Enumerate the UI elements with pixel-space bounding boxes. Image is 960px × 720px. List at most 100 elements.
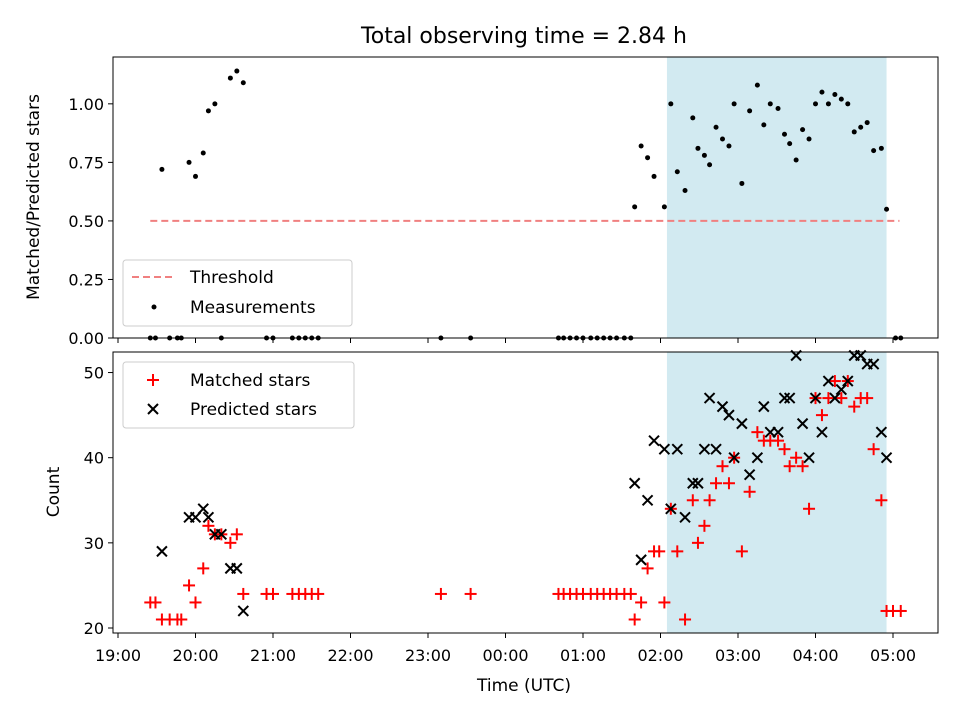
predicted-star-point xyxy=(772,426,784,438)
matched-star-point xyxy=(875,494,888,507)
matched-star-point xyxy=(671,545,684,558)
x-tick-label: 19:00 xyxy=(95,646,141,665)
matched-star-point xyxy=(710,477,723,490)
predicted-star-point xyxy=(679,511,691,524)
measurement-point xyxy=(754,82,760,88)
top-x-ticks xyxy=(117,338,894,343)
y-tick-label: 0.50 xyxy=(68,212,104,231)
matched-star-point xyxy=(464,587,477,600)
x-tick-label: 03:00 xyxy=(715,646,761,665)
bottom-panel: 19:00 20:00 21:00 22:00 23:00 00:00 01:00 02:00… xyxy=(44,349,939,696)
measurement-point xyxy=(682,187,688,193)
bottom-y-axis-label: Count xyxy=(44,466,64,517)
bottom-y-ticks: 20 30 40 50 xyxy=(84,364,113,638)
matched-star-point xyxy=(202,519,215,532)
matched-star-point xyxy=(175,613,188,626)
predicted-star-point xyxy=(215,528,228,541)
matched-star-point xyxy=(267,587,279,600)
predicted-star-point xyxy=(842,375,854,387)
measurement-point xyxy=(838,96,844,102)
predicted-star-point xyxy=(687,477,699,489)
measurement-point xyxy=(726,143,732,149)
x-tick-label: 22:00 xyxy=(327,646,373,665)
predicted-star-point xyxy=(716,400,729,413)
matched-star-point xyxy=(312,587,325,600)
predicted-star-point xyxy=(658,443,671,455)
legend-matched-label: Matched stars xyxy=(190,371,310,391)
matched-star-point xyxy=(848,400,861,413)
matched-star-point xyxy=(679,613,692,626)
predicted-star-point xyxy=(796,417,809,430)
predicted-star-point xyxy=(728,451,740,464)
measurement-point xyxy=(186,159,192,165)
matched-star-point xyxy=(783,460,796,473)
measurement-point xyxy=(864,120,870,126)
y-tick-label: 1.00 xyxy=(68,95,104,114)
predicted-star-point xyxy=(648,434,660,447)
y-tick-label: 40 xyxy=(84,449,104,468)
matched-star-point xyxy=(183,579,196,592)
measurement-point xyxy=(878,145,884,151)
matched-star-point xyxy=(815,409,828,422)
matched-star-point xyxy=(635,596,648,609)
measurement-point xyxy=(661,204,667,210)
legend-matched-swatch xyxy=(147,374,159,386)
bottom-x-axis-label: Time (UTC) xyxy=(476,676,571,696)
predicted-star-point xyxy=(237,605,249,617)
measurement-point xyxy=(695,145,701,151)
matched-star-point xyxy=(772,434,785,447)
measurement-point xyxy=(227,75,233,81)
predicted-star-point xyxy=(835,383,848,396)
measurement-point xyxy=(731,101,737,107)
matched-star-point xyxy=(230,528,243,541)
y-tick-label: 0.25 xyxy=(68,270,104,289)
matched-star-point xyxy=(149,596,162,609)
measurement-point xyxy=(871,148,877,154)
matched-star-point xyxy=(686,494,699,507)
matched-star-point xyxy=(722,477,735,490)
measurement-point xyxy=(884,206,890,212)
measurement-point xyxy=(761,122,767,128)
measurement-point xyxy=(800,127,806,133)
matched-star-point xyxy=(790,451,803,464)
predicted-star-point xyxy=(698,443,711,455)
matched-star-point xyxy=(835,392,848,405)
top-y-ticks: 0.00 0.25 0.50 0.75 1.00 xyxy=(68,95,113,348)
predicted-star-point xyxy=(635,554,647,566)
predicted-star-point xyxy=(867,358,880,370)
top-y-axis-label: Matched/Predicted stars xyxy=(24,94,44,300)
matched-star-point xyxy=(434,587,447,600)
predicted-star-point xyxy=(743,469,756,481)
matched-star-point xyxy=(197,562,210,575)
predicted-star-point xyxy=(723,409,735,421)
y-tick-label: 50 xyxy=(84,364,104,383)
measurement-point xyxy=(205,108,211,114)
predicted-star-point xyxy=(736,417,748,430)
measurement-point xyxy=(638,143,644,149)
matched-star-point xyxy=(778,443,791,456)
matched-star-point xyxy=(698,519,711,532)
measurement-point xyxy=(806,136,812,142)
matched-star-point xyxy=(861,392,874,405)
predicted-star-point xyxy=(809,392,822,404)
predicted-star-point xyxy=(710,443,722,455)
x-tick-label: 01:00 xyxy=(560,646,606,665)
measurement-point xyxy=(200,150,206,156)
predicted-star-point xyxy=(197,503,209,515)
legend-threshold-label: Threshold xyxy=(189,268,274,288)
predicted-stars-points xyxy=(156,349,893,617)
predicted-star-point xyxy=(803,451,815,464)
measurement-point xyxy=(674,169,680,175)
x-tick-label: 02:00 xyxy=(637,646,683,665)
predicted-star-point xyxy=(829,392,841,404)
matched-star-point xyxy=(894,604,907,617)
matched-star-point xyxy=(803,502,816,515)
predicted-star-point xyxy=(665,503,677,515)
measurement-point xyxy=(632,204,638,210)
matched-star-point xyxy=(796,460,809,473)
predicted-star-point xyxy=(783,392,796,404)
matched-star-point xyxy=(641,562,654,575)
observing-span xyxy=(666,57,887,338)
top-plot-frame xyxy=(112,56,939,339)
measurement-point xyxy=(739,180,745,186)
